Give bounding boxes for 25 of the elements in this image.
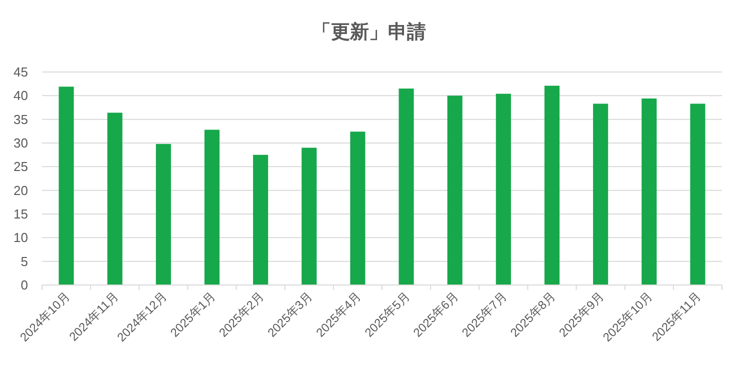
bar bbox=[398, 88, 414, 285]
bar bbox=[642, 98, 657, 285]
y-tick-label: 40 bbox=[14, 88, 28, 104]
bar bbox=[690, 104, 706, 285]
y-tick-label: 5 bbox=[20, 254, 28, 269]
bar bbox=[496, 94, 511, 285]
y-tick-label: 35 bbox=[14, 112, 28, 127]
y-tick-label: 45 bbox=[14, 64, 28, 80]
bar bbox=[204, 130, 220, 285]
bar bbox=[58, 86, 74, 285]
bar bbox=[350, 132, 366, 285]
y-tick-label: 0 bbox=[20, 278, 28, 292]
y-tick-label: 30 bbox=[14, 136, 28, 150]
bar bbox=[447, 96, 462, 285]
y-tick-label: 20 bbox=[14, 182, 28, 198]
bar bbox=[107, 112, 122, 285]
bar bbox=[253, 154, 268, 285]
bar bbox=[544, 86, 560, 285]
bar bbox=[156, 144, 171, 285]
y-tick-label: 15 bbox=[14, 206, 28, 222]
chart-title: 「更新」申請 bbox=[312, 21, 426, 43]
y-tick-label: 10 bbox=[14, 230, 28, 246]
bar bbox=[302, 148, 317, 285]
y-tick-label: 25 bbox=[14, 159, 28, 174]
bar bbox=[593, 104, 608, 285]
